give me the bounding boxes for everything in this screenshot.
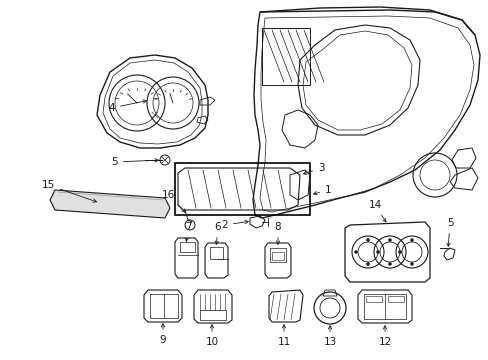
Text: 13: 13 — [323, 326, 336, 347]
Text: 6: 6 — [214, 222, 221, 244]
Text: 9: 9 — [160, 324, 166, 345]
Circle shape — [376, 251, 379, 253]
Circle shape — [366, 238, 369, 242]
Polygon shape — [50, 190, 170, 218]
Bar — [175, 163, 309, 215]
Circle shape — [366, 262, 369, 265]
Text: 10: 10 — [205, 325, 218, 347]
Bar — [363, 294, 405, 319]
Text: 7: 7 — [184, 222, 191, 241]
Bar — [200, 310, 225, 320]
Circle shape — [387, 238, 391, 242]
Bar — [150, 294, 178, 318]
Text: 11: 11 — [277, 325, 290, 347]
Bar — [180, 242, 195, 252]
Circle shape — [398, 251, 401, 253]
Text: 8: 8 — [274, 222, 281, 244]
Circle shape — [387, 262, 391, 265]
Bar — [271, 252, 284, 260]
Text: 16: 16 — [162, 190, 185, 212]
Bar — [387, 296, 403, 302]
Bar — [209, 247, 223, 259]
Bar — [269, 248, 285, 262]
Text: 1: 1 — [313, 185, 331, 195]
Text: 3: 3 — [303, 163, 324, 174]
Text: 14: 14 — [367, 200, 385, 222]
Bar — [365, 296, 381, 302]
Text: 2: 2 — [221, 220, 248, 230]
Text: 15: 15 — [41, 180, 96, 202]
Circle shape — [409, 238, 413, 242]
Circle shape — [354, 251, 357, 253]
Text: 4: 4 — [108, 100, 146, 113]
Text: 5: 5 — [111, 157, 158, 167]
Circle shape — [409, 262, 413, 265]
Text: 12: 12 — [378, 326, 391, 347]
Text: 5: 5 — [446, 218, 452, 246]
